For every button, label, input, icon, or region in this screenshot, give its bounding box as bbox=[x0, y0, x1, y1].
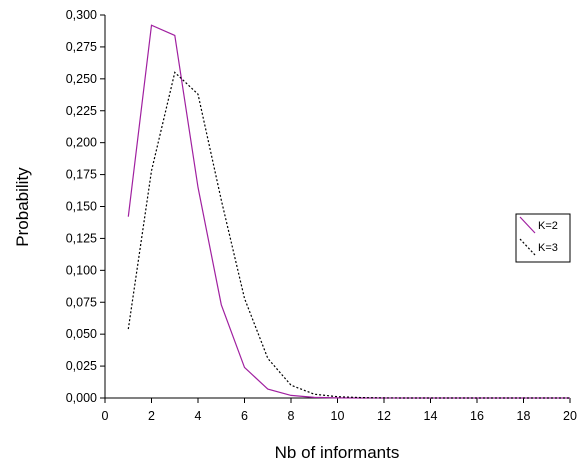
x-tick-label: 8 bbox=[288, 409, 295, 423]
x-tick-label: 0 bbox=[102, 409, 109, 423]
legend: K=2 K=3 bbox=[515, 213, 571, 263]
legend-swatch bbox=[519, 216, 536, 234]
y-tick-label: 0,225 bbox=[66, 104, 97, 118]
y-axis-title: Probability bbox=[13, 167, 32, 247]
x-tick-label: 10 bbox=[331, 409, 345, 423]
x-tick-label: 4 bbox=[195, 409, 202, 423]
series-lines bbox=[127, 24, 570, 399]
y-tick-label: 0,025 bbox=[66, 359, 97, 373]
x-tick-label: 6 bbox=[241, 409, 248, 423]
x-axis-title: Nb of informants bbox=[275, 443, 400, 462]
y-ticks: 0,000 0,025 0,050 0,075 0,100 0,125 0,150 0,175… bbox=[66, 8, 105, 405]
x-tick-label: 20 bbox=[563, 409, 577, 423]
y-tick-label: 0,075 bbox=[66, 295, 97, 309]
y-tick-label: 0,050 bbox=[66, 327, 97, 341]
series-line-k-3 bbox=[127, 71, 570, 399]
y-tick-label: 0,250 bbox=[66, 72, 97, 86]
x-ticks: 0 2 4 6 8 10 12 14 16 18 20 bbox=[102, 398, 577, 423]
x-tick-label: 14 bbox=[424, 409, 438, 423]
y-tick-label: 0,275 bbox=[66, 40, 97, 54]
y-tick-label: 0,300 bbox=[66, 8, 97, 22]
x-tick-label: 18 bbox=[517, 409, 531, 423]
y-tick-label: 0,000 bbox=[66, 391, 97, 405]
legend-label: K=2 bbox=[538, 220, 558, 232]
y-tick-label: 0,150 bbox=[66, 200, 97, 214]
x-tick-label: 12 bbox=[377, 409, 391, 423]
x-tick-label: 16 bbox=[470, 409, 484, 423]
legend-label: K=3 bbox=[538, 242, 558, 254]
y-tick-label: 0,125 bbox=[66, 231, 97, 245]
y-tick-label: 0,175 bbox=[66, 168, 97, 182]
series-line-k-2 bbox=[127, 24, 570, 399]
x-tick-label: 2 bbox=[148, 409, 155, 423]
y-tick-label: 0,100 bbox=[66, 263, 97, 277]
y-tick-label: 0,200 bbox=[66, 136, 97, 150]
